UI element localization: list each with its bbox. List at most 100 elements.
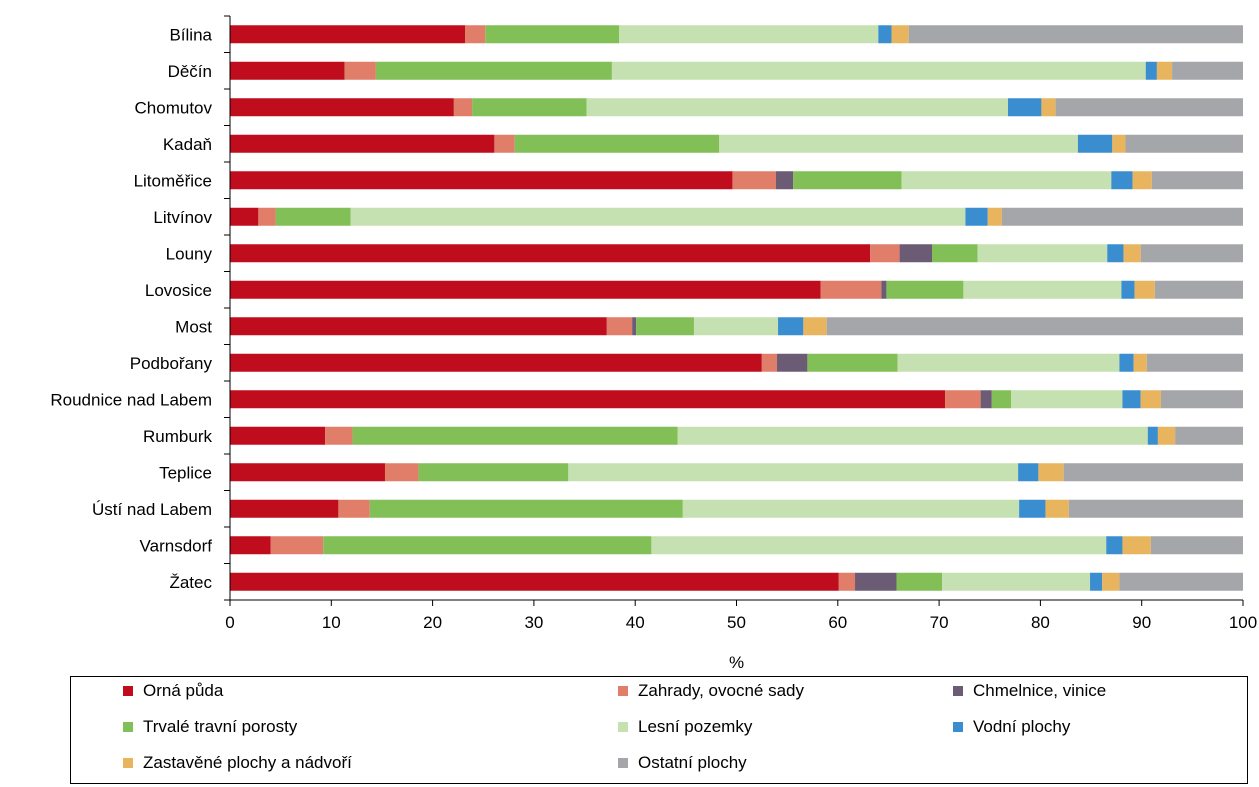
bar-segment [230, 317, 607, 336]
bar-segment [568, 463, 1019, 482]
bar-segment [618, 25, 879, 44]
category-label: Litvínov [153, 208, 212, 227]
bar-segment [1122, 536, 1151, 555]
bar-segment [820, 280, 882, 299]
x-tick-label: 60 [828, 613, 847, 632]
bar-segment [897, 353, 1120, 372]
legend: Orná půda Zahrady, ovocné sady Chmelnice, … [70, 676, 1248, 784]
bar-segment [1125, 134, 1243, 153]
bar-segment [325, 426, 353, 445]
bar-segment [682, 499, 1020, 518]
bar-segment [258, 207, 276, 226]
bar-segment [1156, 61, 1173, 80]
legend-label: Vodní plochy [973, 717, 1071, 736]
bar-segment [230, 25, 466, 44]
bar-segment [1123, 244, 1141, 263]
bar-segment [908, 25, 1243, 44]
category-label: Most [175, 317, 212, 336]
bar-segment [1045, 499, 1069, 518]
bar-segment [945, 390, 981, 409]
bar-segment [776, 171, 794, 190]
bar-segment [1077, 134, 1113, 153]
legend-item: Zahrady, ovocné sady [618, 681, 804, 701]
bar-segment [611, 61, 1146, 80]
legend-swatch [953, 722, 963, 732]
bar-segment [1111, 171, 1133, 190]
bar-segment [350, 207, 966, 226]
bar-segment [230, 207, 259, 226]
bar-segment [901, 171, 1112, 190]
bar-segment [1154, 280, 1243, 299]
legend-item: Orná půda [123, 681, 223, 701]
bar-segment [778, 317, 804, 336]
bar-segment [965, 207, 988, 226]
bar-segment [275, 207, 351, 226]
x-tick-label: 30 [524, 613, 543, 632]
bar-segment [1147, 426, 1158, 445]
bar-segment [1112, 134, 1126, 153]
bar-segment [586, 98, 1008, 117]
bar-segment [807, 353, 898, 372]
legend-item: Ostatní plochy [618, 753, 747, 773]
bar-segment [1001, 207, 1243, 226]
legend-item: Chmelnice, vinice [953, 681, 1106, 701]
legend-swatch [618, 722, 628, 732]
bar-segment [932, 244, 978, 263]
bar-segment [1019, 499, 1046, 518]
bar-segment [1172, 61, 1243, 80]
bar-segment [693, 317, 779, 336]
legend-swatch [618, 758, 628, 768]
bar-segment [826, 317, 1243, 336]
legend-swatch [123, 758, 133, 768]
bar-segment [870, 244, 900, 263]
bar-segment [881, 280, 887, 299]
bar-segment [230, 536, 271, 555]
legend-label: Lesní pozemky [638, 717, 753, 736]
bar-segment [1122, 390, 1141, 409]
bar-segment [230, 98, 454, 117]
legend-swatch [953, 686, 963, 696]
bar-segment [838, 572, 856, 591]
x-axis-ticks: 0 10 20 30 40 50 60 70 80 90 100 [224, 15, 1257, 632]
bar-segment [485, 25, 619, 44]
bar-segment [230, 61, 345, 80]
legend-item: Trvalé travní porosty [123, 717, 297, 737]
bar-segment [1175, 426, 1243, 445]
bar-segment [384, 463, 419, 482]
category-label: Louny [166, 244, 213, 263]
x-axis-label: % [729, 653, 744, 672]
bar-segment [375, 61, 612, 80]
bar-segment [453, 98, 473, 117]
category-label: Varnsdorf [140, 536, 213, 555]
bar-segment [606, 317, 633, 336]
bar-segment [651, 536, 1107, 555]
x-tick-label: 10 [322, 613, 341, 632]
bar-segment [632, 317, 637, 336]
x-tick-label: 80 [1031, 613, 1050, 632]
bar-segment [1055, 98, 1243, 117]
bar-segment [1146, 353, 1243, 372]
legend-swatch [123, 686, 133, 696]
bar-segment [1063, 463, 1243, 482]
bar-segment [1145, 61, 1157, 80]
bar-segment [1140, 390, 1161, 409]
bar-segment [465, 25, 486, 44]
category-label: Podbořany [130, 354, 213, 373]
legend-label: Trvalé travní porosty [143, 717, 298, 736]
bar-segment [323, 536, 652, 555]
x-tick-label: 100 [1229, 613, 1257, 632]
category-label: Žatec [169, 573, 212, 592]
bar-segment [1150, 536, 1243, 555]
legend-label: Chmelnice, vinice [973, 681, 1107, 700]
bar-segment [803, 317, 827, 336]
bar-segment [494, 134, 515, 153]
bar-segment [230, 244, 871, 263]
bar-segment [270, 536, 324, 555]
bar-segment [896, 572, 943, 591]
bar-segment [1018, 463, 1039, 482]
bar-segment [732, 171, 777, 190]
legend-item: Vodní plochy [953, 717, 1070, 737]
bar-segment [1160, 390, 1243, 409]
bar-segment [1134, 280, 1155, 299]
bar-segment [977, 244, 1108, 263]
